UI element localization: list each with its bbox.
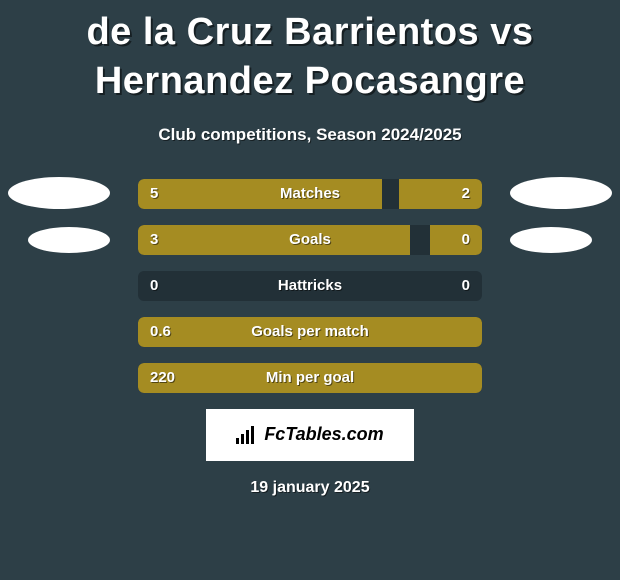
stat-label: Matches (138, 179, 482, 209)
avatar-left (28, 227, 110, 253)
stat-label: Min per goal (138, 363, 482, 393)
stat-row: 220Min per goal (0, 363, 620, 393)
stat-row: 30Goals (0, 225, 620, 255)
avatar-left (8, 177, 110, 209)
stat-label: Goals per match (138, 317, 482, 347)
bar-track: 00Hattricks (138, 271, 482, 301)
bar-track: 0.6Goals per match (138, 317, 482, 347)
chart-icon (236, 426, 258, 444)
stat-label: Goals (138, 225, 482, 255)
page-title: de la Cruz Barrientos vs Hernandez Pocas… (0, 0, 620, 107)
brand-box: FcTables.com (206, 409, 414, 461)
stat-row: 0.6Goals per match (0, 317, 620, 347)
brand-text: FcTables.com (264, 424, 383, 445)
subtitle: Club competitions, Season 2024/2025 (0, 125, 620, 145)
stat-row: 52Matches (0, 179, 620, 209)
stat-label: Hattricks (138, 271, 482, 301)
stat-row: 00Hattricks (0, 271, 620, 301)
bar-track: 30Goals (138, 225, 482, 255)
avatar-right (510, 227, 592, 253)
date-text: 19 january 2025 (0, 479, 620, 497)
bar-track: 52Matches (138, 179, 482, 209)
bar-track: 220Min per goal (138, 363, 482, 393)
stats-container: 52Matches 30Goals 00Hattricks 0.6Goals per … (0, 179, 620, 393)
avatar-right (510, 177, 612, 209)
